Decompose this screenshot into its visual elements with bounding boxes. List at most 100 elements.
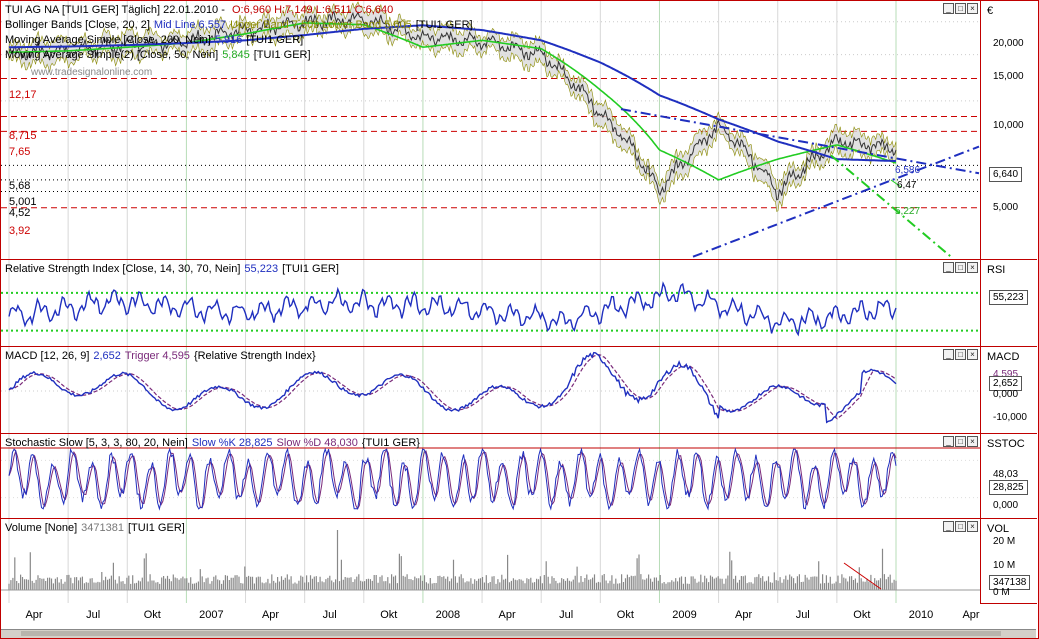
maximize-icon[interactable]: □ [955, 349, 966, 360]
trendline-green [830, 154, 952, 258]
legend-segment: Moving Average Simple [Close, 200, Nein] [5, 34, 211, 46]
maximize-icon[interactable]: □ [955, 262, 966, 273]
minimize-icon[interactable]: _ [943, 3, 954, 14]
time-tick-label: 2007 [199, 609, 224, 621]
volume-tick: 20 M [993, 536, 1016, 547]
price-tick: 10,000 [993, 120, 1024, 131]
close-icon[interactable]: × [967, 521, 978, 532]
watermark: www.tradesignalonline.com [31, 67, 153, 78]
time-tick-label: 2009 [672, 609, 697, 621]
panel-window-buttons[interactable]: _ □ × [943, 262, 978, 273]
stochastic-legend: Stochastic Slow [5, 3, 3, 80, 20, Nein] S… [5, 436, 424, 451]
stochastic-k-line [8, 447, 897, 511]
close-icon[interactable]: × [967, 3, 978, 14]
trendline-upper [620, 108, 980, 175]
minimize-icon[interactable]: _ [943, 349, 954, 360]
close-icon[interactable]: × [967, 436, 978, 447]
panel-window-buttons[interactable]: _ □ × [943, 436, 978, 447]
legend-segment: O:6,960 H:7,149 L:6,511 C:6,640 [231, 4, 394, 16]
panel-window-buttons[interactable]: _ □ × [943, 521, 978, 532]
price-panel[interactable]: TUI AG NA [TUI1 GER] Täglich] 22.01.2010… [1, 1, 980, 260]
panel-window-buttons[interactable]: _ □ × [943, 3, 978, 14]
horizontal-scrollbar[interactable] [1, 629, 1036, 638]
time-tick-label: Apr [25, 609, 43, 621]
macd-trigger-line [8, 354, 897, 420]
time-tick-label: Jul [86, 609, 101, 621]
ma50-legend: Moving Average Simple(2) [Close, 50, Nei… [5, 48, 315, 63]
volume-tick: 10 M [993, 560, 1016, 571]
legend-segment: Upper Band 7,509 Lower Band 5,605 [230, 19, 412, 31]
time-tick-label: Jul [322, 609, 337, 621]
legend-segment: Relative Strength Index [Close, 14, 30, … [5, 263, 241, 275]
time-tick-label: Apr [498, 609, 516, 621]
macd-chart[interactable] [1, 347, 980, 433]
price-axis[interactable]: € 20,000 15,000 10,000 5,000 6,640 [980, 1, 1037, 260]
macd-panel[interactable]: MACD [12, 26, 9] 2,652 Trigger 4,595 {Relat… [1, 347, 980, 434]
rsi-axis[interactable]: RSI 55,223 [980, 260, 1037, 347]
bollinger-legend: Bollinger Bands [Close, 20, 2] Mid Line 6… [5, 18, 477, 33]
time-tick-label: Apr [735, 609, 753, 621]
legend-segment: [TUI1 GER] [127, 522, 185, 534]
volume-axis[interactable]: VOL 20 M 10 M 347138 0 M [980, 519, 1037, 604]
hline-label: 5,001 [9, 196, 37, 208]
macd-axis[interactable]: MACD 4,595 2,652 0,000 -10,000 [980, 347, 1037, 434]
legend-segment: Slow %D 48,030 [276, 437, 358, 449]
stochastic-axis[interactable]: SSTOC 48,03 28,825 0,000 [980, 434, 1037, 519]
maximize-icon[interactable]: □ [955, 3, 966, 14]
legend-segment: Volume [None] [5, 522, 78, 534]
time-tick-label: Okt [853, 609, 871, 621]
legend-segment: {Relative Strength Index} [193, 350, 316, 362]
ma200-legend: Moving Average Simple [Close, 200, Nein]… [5, 33, 307, 48]
rsi-legend: Relative Strength Index [Close, 14, 30, … [5, 262, 343, 277]
legend-segment: [TUI1 GER] [282, 263, 339, 275]
legend-segment: Bollinger Bands [Close, 20, 2] [5, 19, 150, 31]
price-tick: 15,000 [993, 71, 1024, 82]
maximize-icon[interactable]: □ [955, 436, 966, 447]
trendline-lower [692, 145, 980, 258]
legend-segment: MACD [12, 26, 9] [5, 350, 90, 362]
rsi-panel[interactable]: Relative Strength Index [Close, 14, 30, … [1, 260, 980, 347]
minimize-icon[interactable]: _ [943, 521, 954, 532]
macd-tick: 4,595 [993, 369, 1019, 380]
maximize-icon[interactable]: □ [955, 521, 966, 532]
price-axis-title: € [987, 5, 994, 17]
macd-legend: MACD [12, 26, 9] 2,652 Trigger 4,595 {Relat… [5, 349, 320, 364]
legend-segment: 3471381 [81, 522, 124, 534]
hline-label: 5,68 [9, 180, 31, 192]
hline-label: 3,92 [9, 225, 31, 237]
rsi-axis-title: RSI [987, 264, 1006, 276]
scrollbar-thumb[interactable] [21, 631, 1001, 636]
close-icon[interactable]: × [967, 262, 978, 273]
volume-chart[interactable] [1, 519, 980, 603]
volume-panel[interactable]: Volume [None] 3471381 [TUI1 GER] _ □ × [1, 519, 980, 604]
minimize-icon[interactable]: _ [943, 436, 954, 447]
volume-last-tag: 347138 [989, 575, 1031, 590]
stochastic-panel[interactable]: Stochastic Slow [5, 3, 3, 80, 20, Nein] S… [1, 434, 980, 519]
legend-segment: 2,652 [93, 350, 121, 362]
stochastic-d-line [8, 449, 897, 510]
legend-segment: Mid Line 6,557 [153, 19, 227, 31]
legend-segment: Trigger 4,595 [124, 350, 190, 362]
time-tick-label: 2008 [435, 609, 461, 621]
time-tick-label: Jul [795, 609, 810, 621]
panel-window-buttons[interactable]: _ □ × [943, 349, 978, 360]
rsi-chart[interactable] [1, 260, 980, 346]
time-tick-label: Okt [143, 609, 161, 621]
stochastic-tick: 0,000 [993, 500, 1019, 511]
macd-axis-title: MACD [987, 351, 1020, 363]
close-icon[interactable]: × [967, 349, 978, 360]
minimize-icon[interactable]: _ [943, 262, 954, 273]
price-chart[interactable] [1, 1, 980, 259]
stochastic-chart[interactable] [1, 434, 980, 518]
macd-line [8, 351, 897, 424]
trendline-marker [890, 179, 902, 188]
legend-segment: 5,916 [214, 34, 243, 46]
volume-bars [8, 530, 897, 590]
legend-segment: [TUI1 GER] [246, 34, 304, 46]
ma50-line [8, 22, 897, 181]
time-axis[interactable]: Apr Jul Okt 2007 Apr Jul Okt 2008 Apr Jul Okt 2009 A… [1, 603, 980, 629]
legend-segment: {TUI1 GER} [361, 437, 420, 449]
stochastic-last-tag: 28,825 [989, 480, 1028, 495]
price-line [8, 10, 897, 201]
